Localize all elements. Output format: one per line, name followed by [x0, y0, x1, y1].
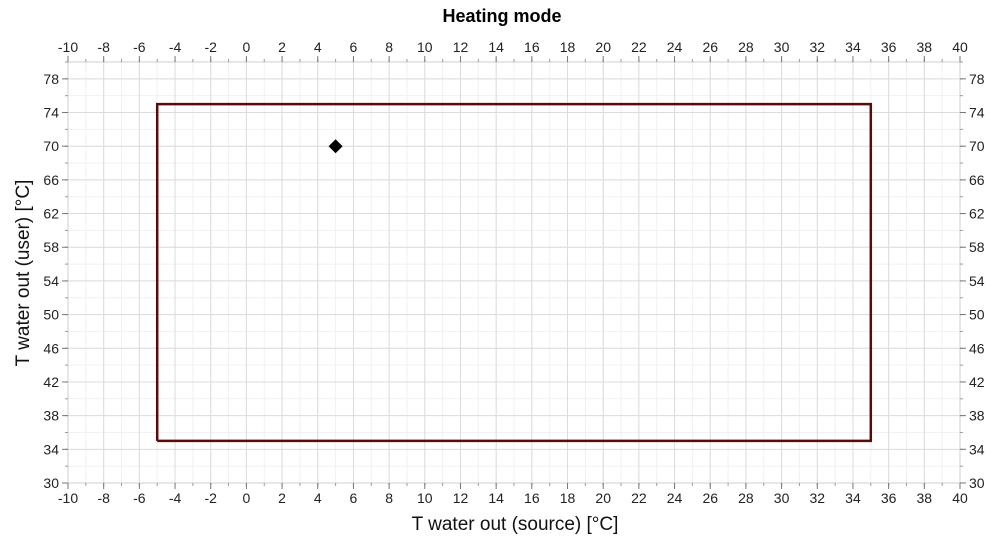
y-tick-label-left: 66 [43, 172, 59, 188]
x-tick-label-top: 32 [809, 39, 825, 55]
y-tick-label-left: 74 [43, 105, 59, 121]
x-tick-label-top: 40 [952, 39, 968, 55]
y-tick-label-left: 62 [43, 206, 59, 222]
x-tick-label-bottom: 20 [595, 490, 611, 506]
x-tick-label-top: 34 [845, 39, 861, 55]
x-axis-title: T water out (source) [°C] [412, 514, 619, 535]
x-tick-label-bottom: 34 [845, 490, 861, 506]
operating-envelope [155, 102, 873, 443]
x-tick-label-top: -2 [204, 39, 217, 55]
x-tick-label-bottom: 28 [738, 490, 754, 506]
data-point-diamond [328, 139, 343, 154]
data-points [328, 139, 343, 154]
x-tick-label-top: 2 [278, 39, 286, 55]
x-tick-label-top: 0 [243, 39, 251, 55]
x-tick-label-top: 14 [488, 39, 504, 55]
x-tick-label-bottom: -4 [169, 490, 182, 506]
x-tick-label-bottom: 32 [809, 490, 825, 506]
y-tick-label-right: 38 [969, 408, 985, 424]
y-axis-left: 30 34 38 42 46 50 54 58 62 66 70 74 78 [43, 61, 68, 491]
y-tick-label-right: 50 [969, 307, 985, 323]
y-tick-label-left: 38 [43, 408, 59, 424]
x-tick-label-bottom: 12 [453, 490, 469, 506]
y-axis-right: 30 34 38 42 46 50 54 58 62 66 70 74 78 [960, 61, 985, 491]
y-tick-label-right: 70 [969, 138, 985, 154]
x-tick-label-bottom: 8 [385, 490, 393, 506]
x-tick-label-top: 30 [774, 39, 790, 55]
x-tick-label-bottom: -2 [204, 490, 217, 506]
x-tick-label-top: 6 [350, 39, 358, 55]
x-tick-label-bottom: 2 [278, 490, 286, 506]
chart-title: Heating mode [442, 6, 561, 26]
y-tick-label-right: 42 [969, 374, 985, 390]
x-tick-label-bottom: 16 [524, 490, 540, 506]
y-tick-label-left: 78 [43, 71, 59, 87]
x-axis-top: -10 -8 -6 -4 -2 0 2 4 6 8 10 12 14 16 18 20 22 24 26 28 30 32… [58, 39, 968, 62]
x-tick-label-top: -4 [169, 39, 182, 55]
x-tick-label-top: 28 [738, 39, 754, 55]
y-tick-label-left: 34 [43, 441, 59, 457]
x-tick-label-bottom: 14 [488, 490, 504, 506]
y-tick-label-left: 42 [43, 374, 59, 390]
x-tick-label-bottom: 22 [631, 490, 647, 506]
y-tick-label-right: 78 [969, 71, 985, 87]
x-tick-label-top: 8 [385, 39, 393, 55]
x-tick-label-bottom: 24 [667, 490, 683, 506]
y-tick-label-right: 66 [969, 172, 985, 188]
x-tick-label-bottom: -10 [58, 490, 78, 506]
y-tick-label-left: 70 [43, 138, 59, 154]
y-tick-label-right: 34 [969, 441, 985, 457]
major-gridlines [67, 62, 961, 484]
y-tick-label-right: 30 [969, 475, 985, 491]
x-tick-label-bottom: 26 [702, 490, 718, 506]
x-tick-label-top: -6 [133, 39, 146, 55]
x-tick-label-bottom: 30 [774, 490, 790, 506]
y-tick-label-right: 54 [969, 273, 985, 289]
x-tick-label-top: 10 [417, 39, 433, 55]
x-tick-label-top: -8 [97, 39, 110, 55]
x-tick-label-bottom: -8 [97, 490, 110, 506]
x-tick-label-top: 16 [524, 39, 540, 55]
x-tick-label-bottom: 18 [560, 490, 576, 506]
x-axis-bottom: -10 -8 -6 -4 -2 0 2 4 6 8 10 12 14 16 18 20 22 24 26 28 30 32… [58, 483, 968, 506]
y-tick-label-right: 62 [969, 206, 985, 222]
y-tick-label-left: 46 [43, 340, 59, 356]
x-tick-label-bottom: 6 [350, 490, 358, 506]
y-tick-label-right: 46 [969, 340, 985, 356]
x-tick-label-top: 24 [667, 39, 683, 55]
x-tick-label-bottom: 0 [243, 490, 251, 506]
y-tick-label-left: 58 [43, 239, 59, 255]
x-tick-label-bottom: 10 [417, 490, 433, 506]
x-tick-label-bottom: 38 [917, 490, 933, 506]
x-tick-label-bottom: 36 [881, 490, 897, 506]
y-tick-label-left: 50 [43, 307, 59, 323]
x-tick-label-top: 38 [917, 39, 933, 55]
x-tick-label-top: 22 [631, 39, 647, 55]
x-tick-label-bottom: 40 [952, 490, 968, 506]
x-tick-label-top: -10 [58, 39, 78, 55]
y-tick-label-left: 54 [43, 273, 59, 289]
x-tick-label-top: 18 [560, 39, 576, 55]
x-tick-label-top: 12 [453, 39, 469, 55]
x-tick-label-top: 4 [314, 39, 322, 55]
x-tick-label-bottom: -6 [133, 490, 146, 506]
y-axis-title: T water out (user) [°C] [13, 180, 34, 367]
y-tick-label-right: 58 [969, 239, 985, 255]
y-tick-label-left: 30 [43, 475, 59, 491]
x-tick-label-top: 36 [881, 39, 897, 55]
x-tick-label-top: 20 [595, 39, 611, 55]
x-tick-label-top: 26 [702, 39, 718, 55]
y-tick-label-right: 74 [969, 105, 985, 121]
x-tick-label-bottom: 4 [314, 490, 322, 506]
